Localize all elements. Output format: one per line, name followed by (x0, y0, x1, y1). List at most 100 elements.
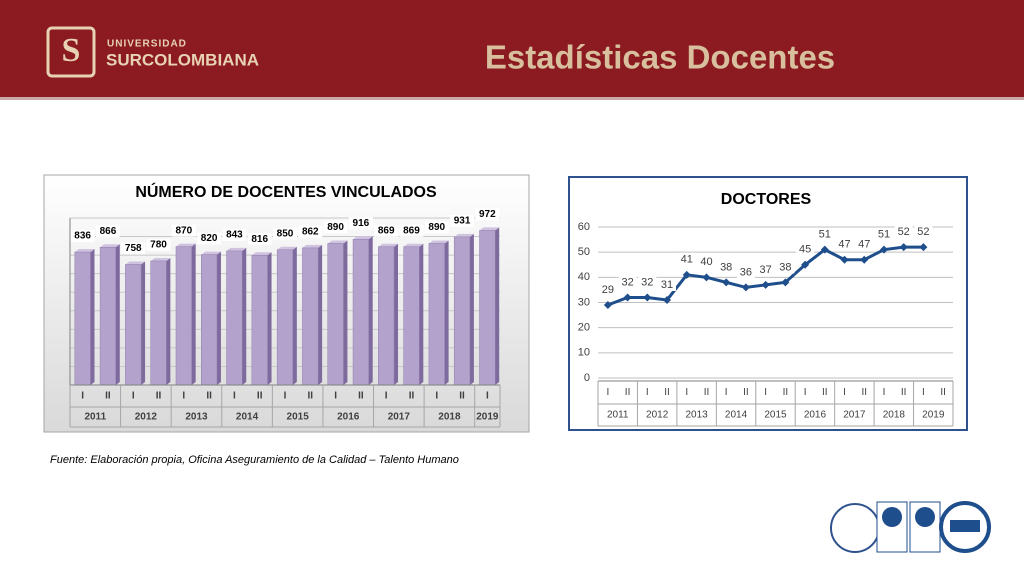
label-background (197, 232, 222, 245)
bar (327, 243, 344, 386)
label-background (796, 242, 815, 256)
bar-top (74, 249, 95, 253)
marker (603, 301, 612, 310)
x-tick-label: I (804, 387, 807, 398)
marker (899, 243, 908, 252)
x-tick-label: I (81, 391, 84, 402)
marker (860, 255, 869, 264)
label-background (736, 265, 755, 279)
marker (781, 278, 790, 287)
label-background (247, 233, 272, 246)
label-background (598, 283, 617, 297)
bar-side (292, 246, 297, 385)
label-background (323, 221, 348, 234)
marker (761, 280, 770, 289)
label-background (171, 224, 196, 237)
label-background (638, 275, 657, 289)
data-label: 32 (621, 276, 633, 288)
x-tick-label: I (685, 387, 688, 398)
bar-top (403, 243, 424, 247)
bar-top (479, 227, 500, 231)
data-label: 890 (428, 222, 445, 233)
data-label: 869 (378, 225, 395, 236)
x-tick-label: I (182, 391, 185, 402)
group-label: 2011 (84, 412, 106, 423)
bar-side (318, 244, 323, 385)
logo-badge (950, 520, 980, 532)
label-background (273, 227, 297, 240)
data-label: 866 (100, 226, 117, 237)
bar-side (90, 249, 95, 385)
group-label: 2014 (725, 410, 748, 421)
marker (682, 270, 691, 279)
bar (251, 254, 268, 386)
group-label: 2014 (236, 412, 259, 423)
label-background (756, 262, 775, 276)
data-label: 47 (838, 239, 850, 251)
label-background (618, 275, 637, 289)
marker (643, 293, 652, 302)
bar-side (419, 243, 424, 385)
group-label: 2017 (388, 412, 411, 423)
data-label: 51 (819, 229, 831, 241)
x-tick-label: II (625, 387, 631, 398)
x-tick-label: II (409, 391, 415, 402)
bar-side (216, 251, 221, 385)
y-tick-label: 30 (578, 296, 590, 308)
bar (378, 246, 395, 386)
x-tick-label: II (206, 391, 212, 402)
y-tick-label: 0 (584, 372, 590, 384)
bar (226, 250, 243, 386)
bar-side (394, 243, 399, 385)
data-label: 40 (700, 256, 712, 268)
logo-shield (46, 26, 96, 78)
label-background (475, 208, 500, 221)
data-label: 916 (353, 218, 370, 229)
bar-side (115, 244, 120, 385)
x-tick-label: I (606, 387, 609, 398)
logo-badge (915, 507, 935, 527)
logo-badge (830, 503, 880, 553)
x-tick-label: I (385, 391, 388, 402)
label-background (855, 237, 874, 251)
data-label: 843 (226, 230, 243, 241)
bar-top (125, 261, 146, 265)
bar (276, 249, 294, 386)
bar (74, 251, 91, 386)
data-label: 836 (74, 231, 91, 242)
x-tick-label: I (284, 391, 287, 402)
x-tick-label: I (883, 387, 886, 398)
y-tick-label: 10 (578, 347, 590, 359)
data-label: 869 (403, 225, 420, 236)
label-background (815, 227, 834, 241)
chart-frame (568, 176, 968, 431)
bar-top (353, 236, 373, 240)
bar-top (327, 240, 348, 244)
x-tick-label: I (334, 391, 337, 402)
y-tick-label: 50 (578, 246, 590, 258)
header-shadow (0, 97, 1024, 100)
bar-top (378, 243, 399, 247)
x-tick-label: II (358, 391, 364, 402)
group-label: 2018 (438, 412, 461, 423)
marker (741, 283, 750, 292)
data-label: 850 (277, 228, 294, 239)
bar-side (242, 247, 247, 385)
group-label: 2019 (476, 412, 499, 423)
marker (820, 245, 829, 254)
x-tick-label: II (308, 391, 314, 402)
bar-side (444, 240, 449, 385)
bar-side (166, 257, 171, 385)
bar (150, 260, 167, 386)
data-label: 890 (327, 222, 344, 233)
slide-title: Estadísticas Docentes (485, 39, 835, 76)
chart-title: NÚMERO DE DOCENTES VINCULADOS (135, 182, 437, 201)
data-label: 45 (799, 244, 811, 256)
bar-side (343, 240, 348, 385)
marker (840, 255, 849, 264)
label-background (717, 260, 736, 274)
bar (302, 247, 319, 386)
label-background (450, 214, 475, 227)
logo: S (46, 26, 96, 78)
